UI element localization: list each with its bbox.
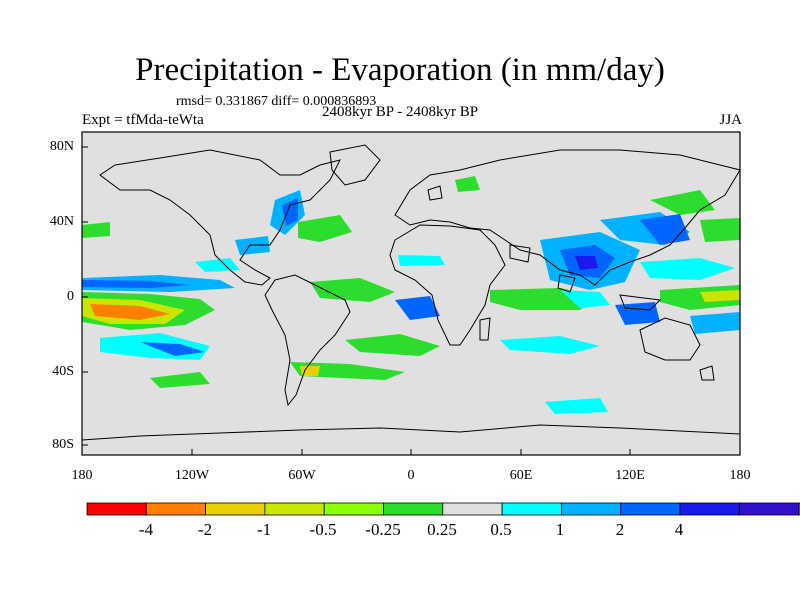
colorbar-swatch [561, 502, 622, 516]
field-nw-pacific-green [650, 190, 715, 215]
field-south-pacific-green [150, 372, 210, 388]
colorbar-label: 2 [615, 520, 625, 539]
map-background [82, 132, 740, 455]
colorbar-swatch [86, 502, 147, 516]
season-label: JJA [719, 112, 742, 128]
colorbar-swatch [145, 502, 207, 516]
lon-label-120e: 120E [615, 468, 645, 483]
lat-label-40n: 40N [49, 214, 74, 229]
rmsd-diff-stats: rmsd= 0.331867 diff= 0.000836893 [176, 94, 377, 109]
field-nw-pacific-edge [82, 222, 110, 238]
colorbar [86, 502, 800, 516]
coast-australia [639, 317, 701, 361]
lat-label-80s: 80S [52, 437, 74, 452]
map-panel [81, 131, 741, 456]
lon-label-60e: 60E [509, 468, 533, 483]
field-west-pacific-cyan [640, 258, 735, 280]
lat-label-80n: 80N [49, 139, 74, 154]
field-scandinavia-green [455, 176, 480, 192]
lon-label-180w: 180 [71, 468, 93, 483]
coast-north-america [99, 149, 341, 286]
colorbar-swatch [620, 502, 681, 516]
field-pacific-south-orange [90, 304, 170, 320]
field-maritime-yellow [700, 290, 740, 302]
field-indian-ocean-cyan [560, 290, 610, 308]
lon-label-60w: 60W [288, 468, 316, 483]
colorbar-label: 4 [674, 520, 684, 539]
colorbar-label: 1 [555, 520, 565, 539]
coast-south-america [264, 274, 351, 407]
colorbar-swatch [798, 502, 800, 516]
field-pacific-edge-green [700, 218, 740, 242]
coast-eurasia [394, 149, 741, 286]
colorbar-label: -2 [197, 520, 213, 539]
coast-greenland [329, 144, 381, 186]
coast-indonesia [619, 294, 662, 311]
field-gulf-stream-core [282, 198, 298, 226]
colorbar-label: -0.25 [365, 520, 401, 539]
lat-label-40s: 40S [52, 364, 74, 379]
field-south-pacific-blue [140, 342, 205, 356]
coast-british-isles [427, 185, 443, 201]
colorbar-swatch [442, 502, 503, 516]
coast-madagascar [479, 317, 491, 341]
field-sahel-cyan [398, 255, 445, 266]
field-atlantic-itcz [310, 278, 395, 302]
coast-india [557, 274, 576, 293]
colorbar-label: -0.5 [309, 520, 337, 539]
coast-arabia [509, 244, 531, 263]
field-north-atlantic-green [298, 215, 352, 242]
colorbar-label: 0.25 [427, 520, 457, 539]
coastlines [81, 144, 741, 441]
period-label: 2408kyr BP - 2408kyr BP [322, 104, 479, 120]
colorbar-swatch [264, 502, 325, 516]
coast-africa [389, 224, 506, 346]
colorbar-swatch [323, 502, 384, 516]
field-pacific-itcz-core [82, 280, 190, 288]
colorbar-swatch [205, 502, 266, 516]
map-title: Precipitation - Evaporation (in mm/day) [135, 52, 665, 88]
lat-label-0: 0 [67, 289, 74, 304]
field-south-indian-cyan [500, 336, 600, 354]
colorbar-label: -4 [138, 520, 154, 539]
field-southern-ocean-cyan [545, 398, 608, 414]
coast-new-zealand [699, 365, 715, 381]
field-asian-monsoon-max [575, 256, 598, 270]
lon-label-120w: 120W [174, 468, 210, 483]
field-south-atlantic-green [345, 334, 440, 356]
colorbar-label: 0.5 [490, 520, 512, 539]
colorbar-swatch [501, 502, 562, 516]
experiment-label: Expt = tfMda-teWta [82, 112, 204, 128]
lon-label-180e: 180 [729, 468, 751, 483]
colorbar-swatch [738, 502, 799, 516]
lon-label-0: 0 [407, 468, 415, 483]
colorbar-label: -1 [256, 520, 272, 539]
axis-ticks [82, 146, 631, 455]
field-south-pacific-blue-east [690, 312, 740, 334]
colorbar-swatch [383, 502, 444, 516]
field-brazil-yellow [300, 366, 320, 376]
colorbar-swatch [679, 502, 740, 516]
coast-antarctica [81, 424, 741, 441]
field-gulf-guinea [395, 296, 440, 320]
